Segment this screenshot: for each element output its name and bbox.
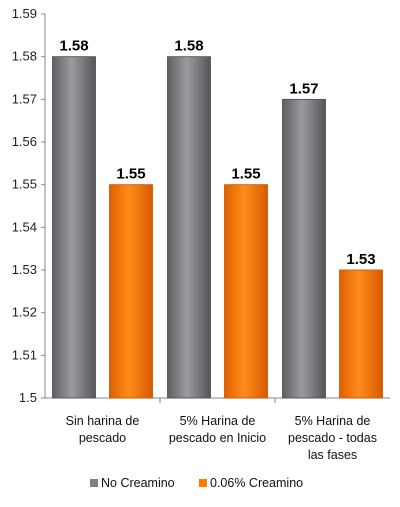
data-labels-group: 1.58 1.55 1.58 1.55 1.57 1.53 (59, 38, 375, 268)
y-tick-label: 1.52 (12, 305, 37, 320)
x-category-label-line: las fases (308, 448, 357, 462)
y-tick-label: 1.51 (12, 347, 37, 362)
legend-swatch (199, 479, 207, 487)
bar-creamino-0 (109, 184, 153, 399)
y-tick-label: 1.57 (12, 91, 37, 106)
data-label: 1.58 (174, 38, 203, 55)
y-tick-label: 1.53 (12, 262, 37, 277)
data-label: 1.58 (59, 38, 88, 55)
bar-creamino-2 (339, 269, 383, 399)
bar-no-creamino-0 (52, 56, 96, 399)
x-category-label-line: pescado - todas (288, 431, 377, 445)
legend-label: 0.06% Creamino (210, 476, 303, 490)
x-category-label: 5% Harina de pescado - todas las fases (288, 414, 377, 462)
bar-no-creamino-2 (282, 98, 326, 399)
x-category-label: 5% Harina de pescado en Inicio (169, 414, 266, 445)
y-tick-label: 1.56 (12, 134, 37, 149)
x-category-label: Sin harina de pescado (66, 414, 140, 445)
data-label: 1.53 (346, 251, 375, 268)
legend-label: No Creamino (101, 476, 175, 490)
data-label: 1.55 (231, 166, 260, 183)
bars-group (52, 56, 383, 399)
data-label: 1.57 (289, 80, 318, 97)
y-tick-label: 1.54 (12, 219, 37, 234)
x-category-label-line: pescado (79, 431, 126, 445)
y-tick-label: 1.59 (12, 6, 37, 21)
x-category-label-line: Sin harina de (66, 414, 140, 428)
bar-no-creamino-1 (167, 56, 211, 399)
x-category-label-line: pescado en Inicio (169, 431, 266, 445)
bar-creamino-1 (224, 184, 268, 399)
x-category-label-line: 5% Harina de (295, 414, 371, 428)
y-tick-label: 1.58 (12, 49, 37, 64)
x-category-label-line: 5% Harina de (180, 414, 256, 428)
legend: No Creamino 0.06% Creamino (90, 476, 303, 490)
data-label: 1.55 (116, 166, 145, 183)
axes: 1.5 1.51 1.52 1.53 1.54 1.55 1.56 1.57 1.58 1.59 S… (12, 6, 390, 462)
y-tick-label: 1.55 (12, 177, 37, 192)
legend-swatch (90, 479, 98, 487)
y-tick-label: 1.5 (19, 390, 37, 405)
